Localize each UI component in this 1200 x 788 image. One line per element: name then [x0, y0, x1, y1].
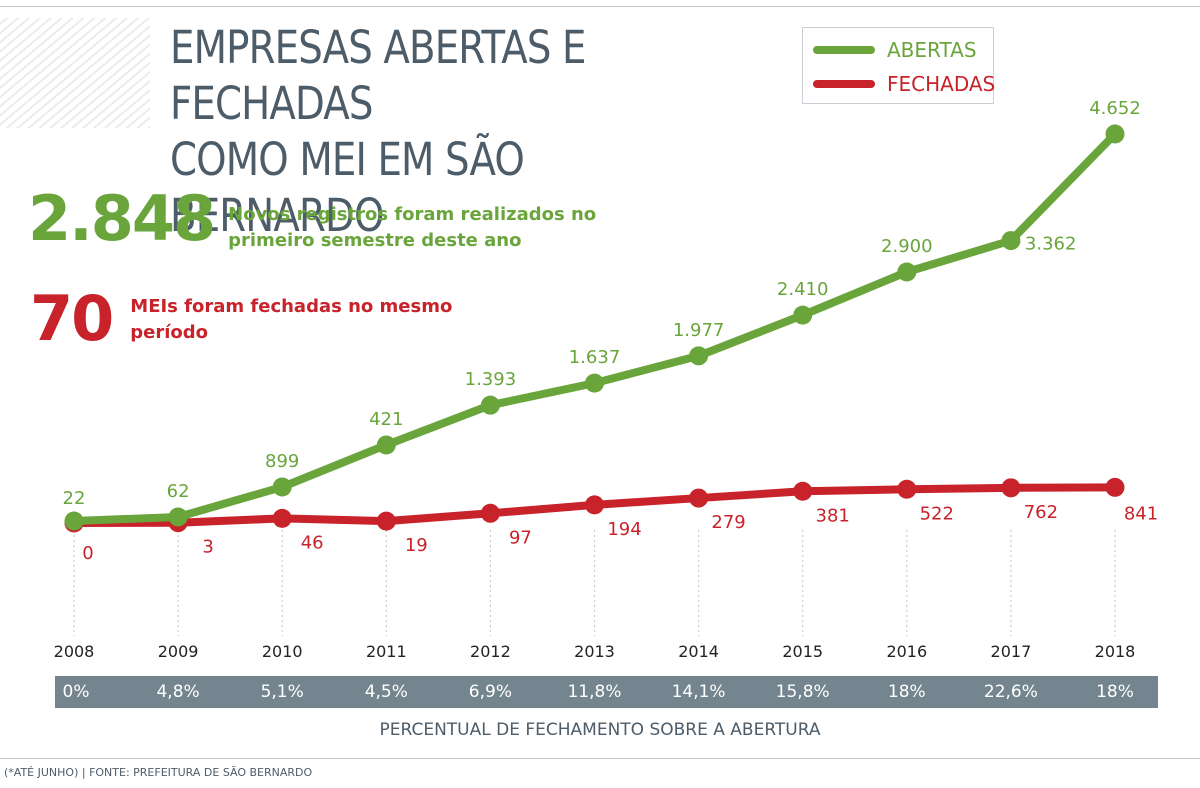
stat-fechadas-text-line-1: MEIs foram fechadas no mesmo	[130, 296, 453, 317]
point-abertas-2017	[1001, 231, 1021, 251]
point-abertas-2018	[1105, 124, 1125, 144]
x-tick-label-2011: 2011	[366, 642, 407, 661]
x-tick-label-2013: 2013	[574, 642, 615, 661]
percent-band	[55, 676, 1158, 708]
point-fechadas-2016	[897, 479, 917, 499]
bottom-rule	[0, 758, 1200, 759]
data-label-abertas-2009: 62	[167, 481, 190, 502]
point-fechadas-2010	[272, 508, 292, 528]
legend-swatch-abertas	[813, 46, 875, 54]
percent-value-2015: 15,8%	[775, 682, 830, 702]
data-label-fechadas-2008: 0	[82, 543, 93, 564]
point-abertas-2009	[168, 507, 188, 527]
data-label-abertas-2011: 421	[369, 409, 403, 430]
data-label-abertas-2018: 4.652	[1089, 98, 1141, 119]
percent-value-2010: 5,1%	[260, 682, 304, 702]
point-fechadas-2013	[585, 495, 604, 515]
stat-fechadas: 70 MEIs foram fechadas no mesmo período	[30, 288, 452, 350]
data-label-fechadas-2017: 762	[1024, 502, 1058, 523]
stat-abertas-text: Novos registros foram realizados no prim…	[228, 202, 596, 254]
top-rule	[0, 6, 1200, 7]
stat-abertas-text-line-1: Novos registros foram realizados no	[228, 204, 597, 225]
x-tick-label-2017: 2017	[991, 642, 1032, 661]
x-tick-label-2014: 2014	[678, 642, 719, 661]
percent-value-2009: 4,8%	[156, 682, 200, 702]
stat-abertas: 2.848 Novos registros foram realizados n…	[28, 188, 596, 254]
point-abertas-2012	[480, 395, 500, 415]
legend: ABERTAS FECHADAS	[802, 27, 995, 104]
chart-title-line-1: EMPRESAS ABERTAS E FECHADAS	[170, 21, 587, 130]
percent-caption: PERCENTUAL DE FECHAMENTO SOBRE A ABERTUR…	[379, 720, 821, 740]
point-abertas-2013	[585, 373, 604, 393]
percent-value-2011: 4,5%	[364, 682, 408, 702]
data-label-abertas-2008: 22	[63, 488, 86, 509]
point-abertas-2016	[897, 262, 917, 282]
series-line-abertas	[70, 129, 1119, 525]
legend-item-fechadas: FECHADAS	[813, 72, 995, 96]
percent-value-2014: 14,1%	[671, 682, 726, 702]
point-abertas-2014	[689, 346, 709, 366]
legend-label-fechadas: FECHADAS	[887, 72, 996, 96]
percent-value-2008: 0%	[62, 682, 90, 702]
source-note: (*ATÉ JUNHO) | FONTE: PREFEITURA DE SÃO …	[4, 766, 313, 779]
legend-swatch-fechadas	[813, 80, 875, 88]
data-label-fechadas-2012: 97	[509, 527, 532, 548]
point-abertas-2010	[272, 477, 292, 497]
stat-fechadas-text: MEIs foram fechadas no mesmo período	[130, 294, 452, 346]
point-fechadas-2017	[1001, 478, 1021, 498]
data-label-fechadas-2016: 522	[920, 503, 954, 524]
data-label-abertas-2015: 2.410	[777, 279, 829, 300]
data-label-abertas-2012: 1.393	[465, 369, 517, 390]
point-fechadas-2015	[793, 481, 813, 501]
data-label-fechadas-2009: 3	[202, 537, 213, 558]
x-tick-label-2009: 2009	[158, 642, 199, 661]
legend-label-abertas: ABERTAS	[887, 38, 977, 62]
data-label-abertas-2013: 1.637	[569, 347, 621, 368]
point-abertas-2015	[793, 305, 813, 325]
point-abertas-2011	[376, 435, 396, 455]
chart-title-line-2: COMO MEI EM SÃO BERNARDO	[170, 133, 525, 242]
data-label-fechadas-2011: 19	[405, 535, 428, 556]
decorative-hatch	[0, 18, 150, 128]
stat-fechadas-number: 70	[30, 282, 114, 355]
point-fechadas-2014	[689, 488, 709, 508]
x-tick-label-2008: 2008	[54, 642, 95, 661]
point-fechadas-2011	[376, 511, 396, 531]
data-label-abertas-2017: 3.362	[1025, 234, 1077, 255]
data-label-abertas-2010: 899	[265, 451, 299, 472]
percent-value-2017: 22,6%	[983, 682, 1038, 702]
x-tick-label-2012: 2012	[470, 642, 511, 661]
data-label-fechadas-2018: 841	[1124, 503, 1158, 524]
data-label-abertas-2016: 2.900	[881, 236, 933, 257]
data-label-fechadas-2010: 46	[301, 532, 324, 553]
data-label-fechadas-2015: 381	[816, 505, 850, 526]
x-tick-label-2015: 2015	[782, 642, 823, 661]
legend-item-abertas: ABERTAS	[813, 38, 977, 62]
stat-fechadas-text-line-2: período	[130, 322, 209, 343]
point-fechadas-2012	[480, 503, 500, 523]
x-tick-label-2016: 2016	[886, 642, 927, 661]
stat-abertas-text-line-2: primeiro semestre deste ano	[228, 230, 522, 251]
chart-title: EMPRESAS ABERTAS E FECHADAS COMO MEI EM …	[170, 20, 720, 244]
percent-value-2013: 11,8%	[567, 682, 622, 702]
percent-value-2018: 18%	[1096, 682, 1134, 702]
point-fechadas-2018	[1105, 477, 1125, 497]
x-tick-label-2018: 2018	[1095, 642, 1136, 661]
data-label-abertas-2014: 1.977	[673, 320, 725, 341]
percent-value-2012: 6,9%	[468, 682, 512, 702]
x-tick-label-2010: 2010	[262, 642, 303, 661]
percent-value-2016: 18%	[887, 682, 926, 702]
point-abertas-2008	[64, 511, 84, 531]
data-label-fechadas-2014: 279	[711, 512, 745, 533]
data-label-fechadas-2013: 194	[607, 519, 641, 540]
stat-abertas-number: 2.848	[28, 182, 216, 255]
